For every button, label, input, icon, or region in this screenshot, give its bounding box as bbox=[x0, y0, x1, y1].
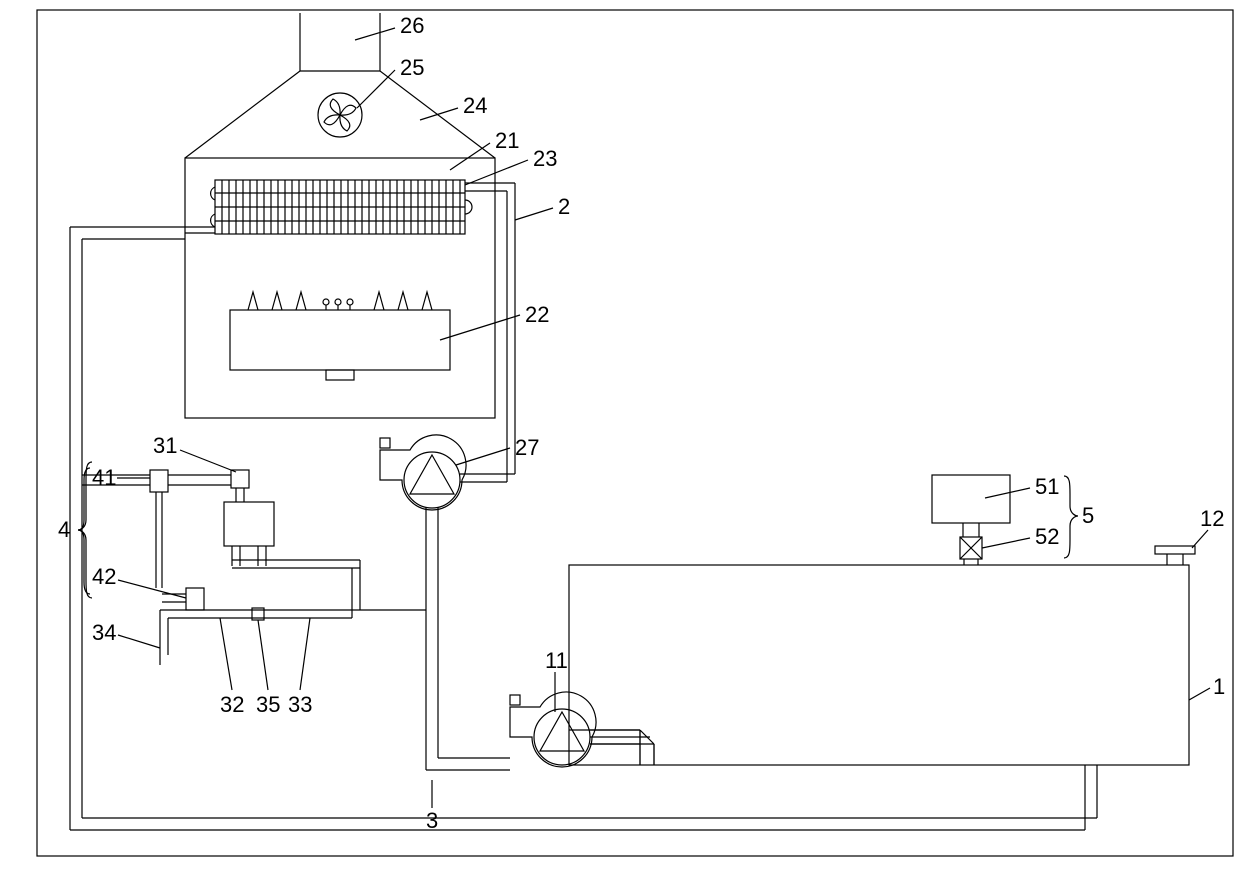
label-24: 24 bbox=[463, 93, 487, 118]
label-34: 34 bbox=[92, 620, 116, 645]
label-35: 35 bbox=[256, 692, 280, 717]
brace-4 bbox=[78, 462, 92, 598]
exchanger-23 bbox=[211, 180, 472, 234]
label-21: 21 bbox=[495, 128, 519, 153]
pipe-2 bbox=[460, 183, 515, 482]
label-27: 27 bbox=[515, 435, 539, 460]
label-31: 31 bbox=[153, 433, 177, 458]
label-12: 12 bbox=[1200, 506, 1224, 531]
label-33: 33 bbox=[288, 692, 312, 717]
label-26: 26 bbox=[400, 13, 424, 38]
label-2: 2 bbox=[558, 194, 570, 219]
label-1: 1 bbox=[1213, 674, 1225, 699]
label-4: 4 bbox=[58, 517, 70, 542]
burner-22 bbox=[230, 292, 450, 380]
label-32: 32 bbox=[220, 692, 244, 717]
pipe-pump11-to-tank bbox=[590, 730, 654, 765]
label-42: 42 bbox=[92, 564, 116, 589]
controller-51 bbox=[932, 475, 1010, 523]
outer-frame bbox=[37, 10, 1233, 856]
label-25: 25 bbox=[400, 55, 424, 80]
brace-5 bbox=[1064, 476, 1078, 558]
label-5: 5 bbox=[1082, 503, 1094, 528]
engineering-diagram: 26 25 24 21 23 2 22 27 31 41 4 42 34 32 … bbox=[0, 0, 1240, 870]
label-41: 41 bbox=[92, 465, 116, 490]
tank-body bbox=[569, 565, 1189, 765]
label-52: 52 bbox=[1035, 524, 1059, 549]
cap-12 bbox=[1155, 546, 1195, 554]
fan-25 bbox=[318, 93, 362, 137]
label-22: 22 bbox=[525, 302, 549, 327]
branch-lower bbox=[160, 546, 426, 665]
label-3: 3 bbox=[426, 808, 438, 833]
pump-27 bbox=[380, 435, 466, 510]
label-23: 23 bbox=[533, 146, 557, 171]
label-11: 11 bbox=[545, 648, 568, 673]
valve-52 bbox=[960, 537, 982, 559]
body-21 bbox=[185, 158, 495, 418]
label-51: 51 bbox=[1035, 474, 1059, 499]
chimney-26 bbox=[300, 13, 380, 71]
pipe-3 bbox=[426, 508, 510, 770]
